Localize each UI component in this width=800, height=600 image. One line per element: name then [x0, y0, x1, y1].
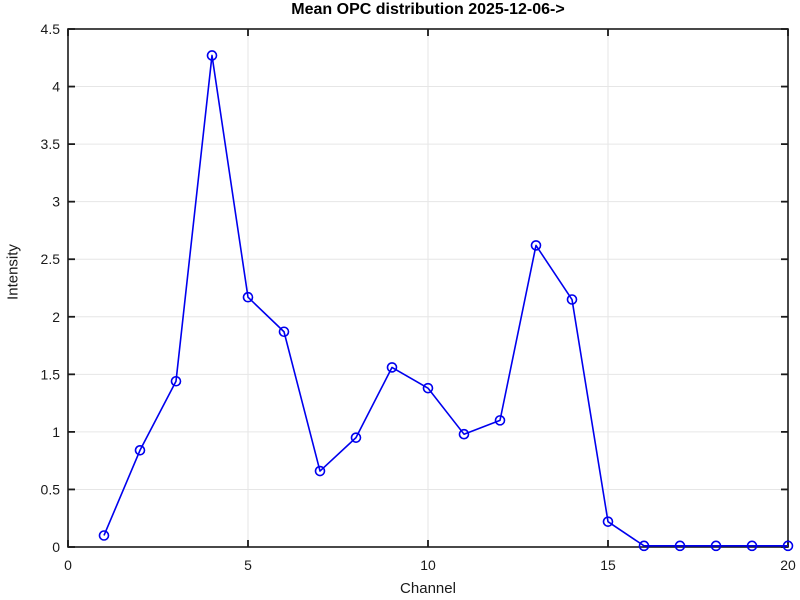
- data-point-marker: [458, 428, 470, 440]
- y-tick-label: 2.5: [41, 251, 61, 267]
- y-tick-label: 4.5: [41, 21, 61, 37]
- y-tick-label: 0: [52, 539, 60, 555]
- data-point-marker: [422, 382, 434, 394]
- y-tick-label: 1.5: [41, 366, 61, 382]
- x-tick-label: 15: [600, 557, 616, 573]
- y-tick-label: 3: [52, 194, 60, 210]
- x-tick-label: 20: [780, 557, 796, 573]
- data-point-marker: [170, 375, 182, 387]
- data-point-marker: [710, 540, 722, 552]
- data-line: [103, 54, 788, 547]
- data-point-marker: [746, 540, 758, 552]
- data-point-marker: [314, 465, 326, 477]
- data-point-marker: [278, 326, 290, 338]
- data-point-marker: [602, 516, 614, 527]
- chart-title: Mean OPC distribution 2025-12-06->: [291, 1, 565, 18]
- x-tick-label: 10: [420, 557, 436, 573]
- data-point-marker: [134, 445, 146, 456]
- y-tick-label: 0.5: [41, 481, 61, 497]
- data-point-marker: [494, 415, 506, 426]
- x-tick-label: 5: [244, 557, 252, 573]
- y-tick-label: 2: [52, 309, 60, 325]
- data-point-marker: [638, 540, 650, 552]
- data-point-marker: [98, 530, 110, 541]
- data-point-marker: [206, 50, 218, 61]
- data-point-marker: [386, 362, 398, 373]
- data-point-marker: [566, 294, 578, 305]
- x-axis-label: Channel: [400, 580, 456, 597]
- data-point-marker: [350, 432, 362, 443]
- data-point-marker: [674, 540, 686, 552]
- x-tick-label: 0: [64, 557, 72, 573]
- y-tick-label: 3.5: [41, 136, 61, 152]
- y-tick-label: 1: [52, 424, 60, 440]
- data-point-marker: [242, 291, 254, 303]
- data-point-marker: [782, 540, 794, 552]
- data-point-marker: [530, 240, 542, 251]
- y-tick-label: 4: [52, 79, 60, 95]
